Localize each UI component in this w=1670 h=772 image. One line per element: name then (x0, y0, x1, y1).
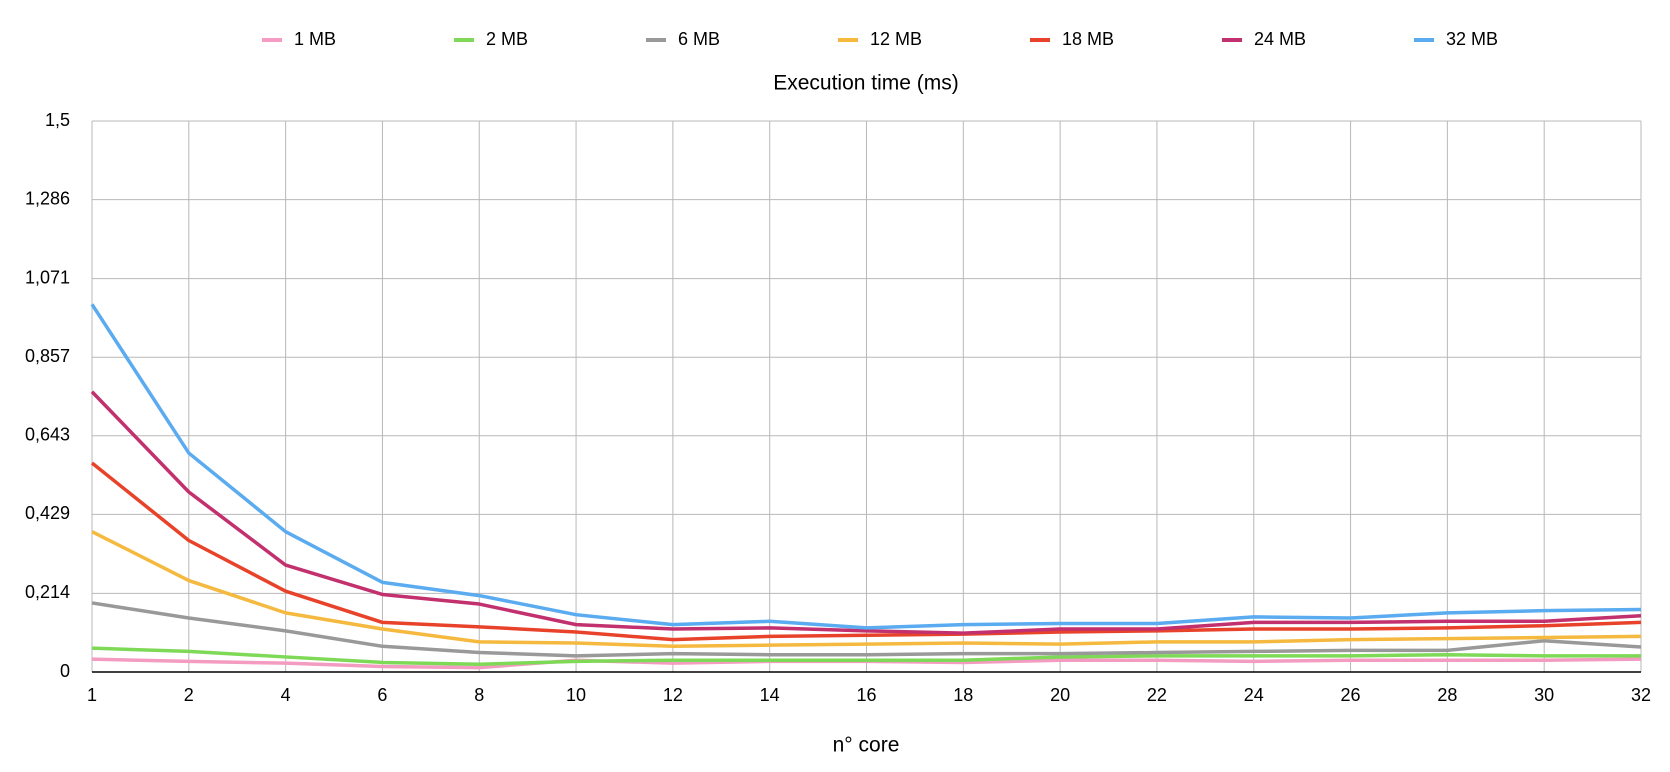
y-tick-label: 0,429 (25, 503, 70, 523)
line-series (91, 601, 1642, 658)
y-tick-label: 1,5 (45, 110, 70, 130)
x-tick-label: 20 (1050, 685, 1070, 705)
y-tick-label: 0,643 (25, 425, 70, 445)
x-tick-label: 24 (1244, 685, 1264, 705)
x-tick-label: 4 (281, 685, 291, 705)
x-tick-label: 1 (87, 685, 97, 705)
x-tick-label: 32 (1631, 685, 1651, 705)
line-series (90, 461, 1642, 642)
y-tick-label: 0,857 (25, 346, 70, 366)
line-series (90, 303, 1642, 630)
legend-label: 32 MB (1446, 29, 1498, 49)
x-tick-label: 22 (1147, 685, 1167, 705)
x-tick-label: 14 (760, 685, 780, 705)
y-tick-label: 0,214 (25, 582, 70, 602)
x-tick-label: 30 (1534, 685, 1554, 705)
x-tick-label: 12 (663, 685, 683, 705)
y-tick-label: 0 (60, 661, 70, 681)
line-series (91, 646, 1641, 667)
y-tick-label: 1,286 (25, 188, 70, 208)
x-tick-label: 26 (1341, 685, 1361, 705)
y-tick-label: 1,071 (25, 267, 70, 287)
legend-label: 1 MB (294, 29, 336, 49)
legend-label: 12 MB (870, 29, 922, 49)
x-tick-label: 16 (856, 685, 876, 705)
legend-label: 24 MB (1254, 29, 1306, 49)
x-tick-label: 10 (566, 685, 586, 705)
x-tick-label: 8 (474, 685, 484, 705)
x-axis-label: n° core (833, 734, 900, 757)
legend-label: 6 MB (678, 29, 720, 49)
x-tick-label: 28 (1437, 685, 1457, 705)
legend-label: 18 MB (1062, 29, 1114, 49)
x-tick-label: 2 (184, 685, 194, 705)
line-series (91, 530, 1642, 649)
legend-label: 2 MB (486, 29, 528, 49)
x-tick-label: 6 (377, 685, 387, 705)
chart-title: Execution time (ms) (773, 72, 959, 95)
line-series (90, 390, 1642, 635)
x-tick-label: 18 (953, 685, 973, 705)
